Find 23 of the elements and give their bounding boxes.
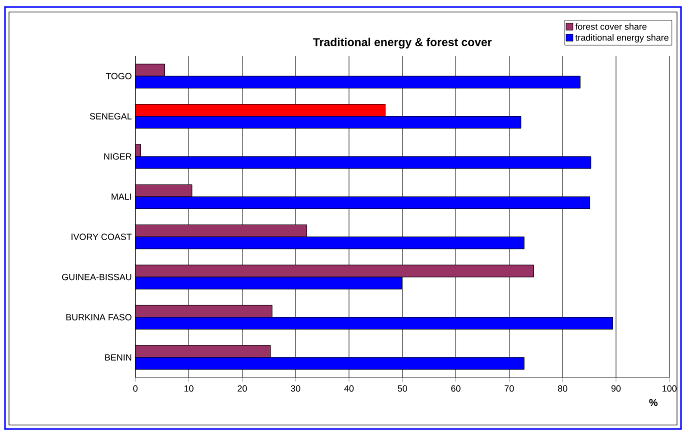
legend-label: traditional energy share	[575, 34, 668, 43]
y-tick-label: IVORY COAST	[72, 234, 132, 240]
x-tick-label: 50	[398, 385, 408, 392]
y-tick-label: TOGO	[106, 72, 132, 80]
x-tick-label: 70	[504, 385, 514, 392]
chart-title: Traditional energy & forest cover	[313, 38, 492, 48]
x-tick-label: 0	[133, 385, 138, 392]
y-tick-label: BENIN	[105, 354, 132, 360]
y-tick-label: MALI	[112, 194, 132, 200]
y-tick-label: NIGER	[104, 153, 132, 160]
legend-label: forest cover share	[575, 23, 647, 30]
x-tick-label: 90	[611, 385, 621, 392]
x-tick-label: 40	[344, 385, 354, 392]
x-tick-label: 80	[558, 385, 568, 392]
x-tick-label: 100	[662, 385, 677, 392]
x-tick-label: 30	[290, 385, 300, 392]
x-axis-title: %	[649, 399, 658, 406]
x-tick-label: 20	[238, 385, 247, 392]
x-tick-label: 60	[451, 385, 460, 392]
y-tick-label: BURKINA FASO	[66, 314, 132, 320]
y-tick-label: SENEGAL	[90, 113, 132, 120]
y-tick-label: GUINEA-BISSAU	[62, 274, 132, 280]
x-tick-label: 10	[184, 385, 194, 392]
